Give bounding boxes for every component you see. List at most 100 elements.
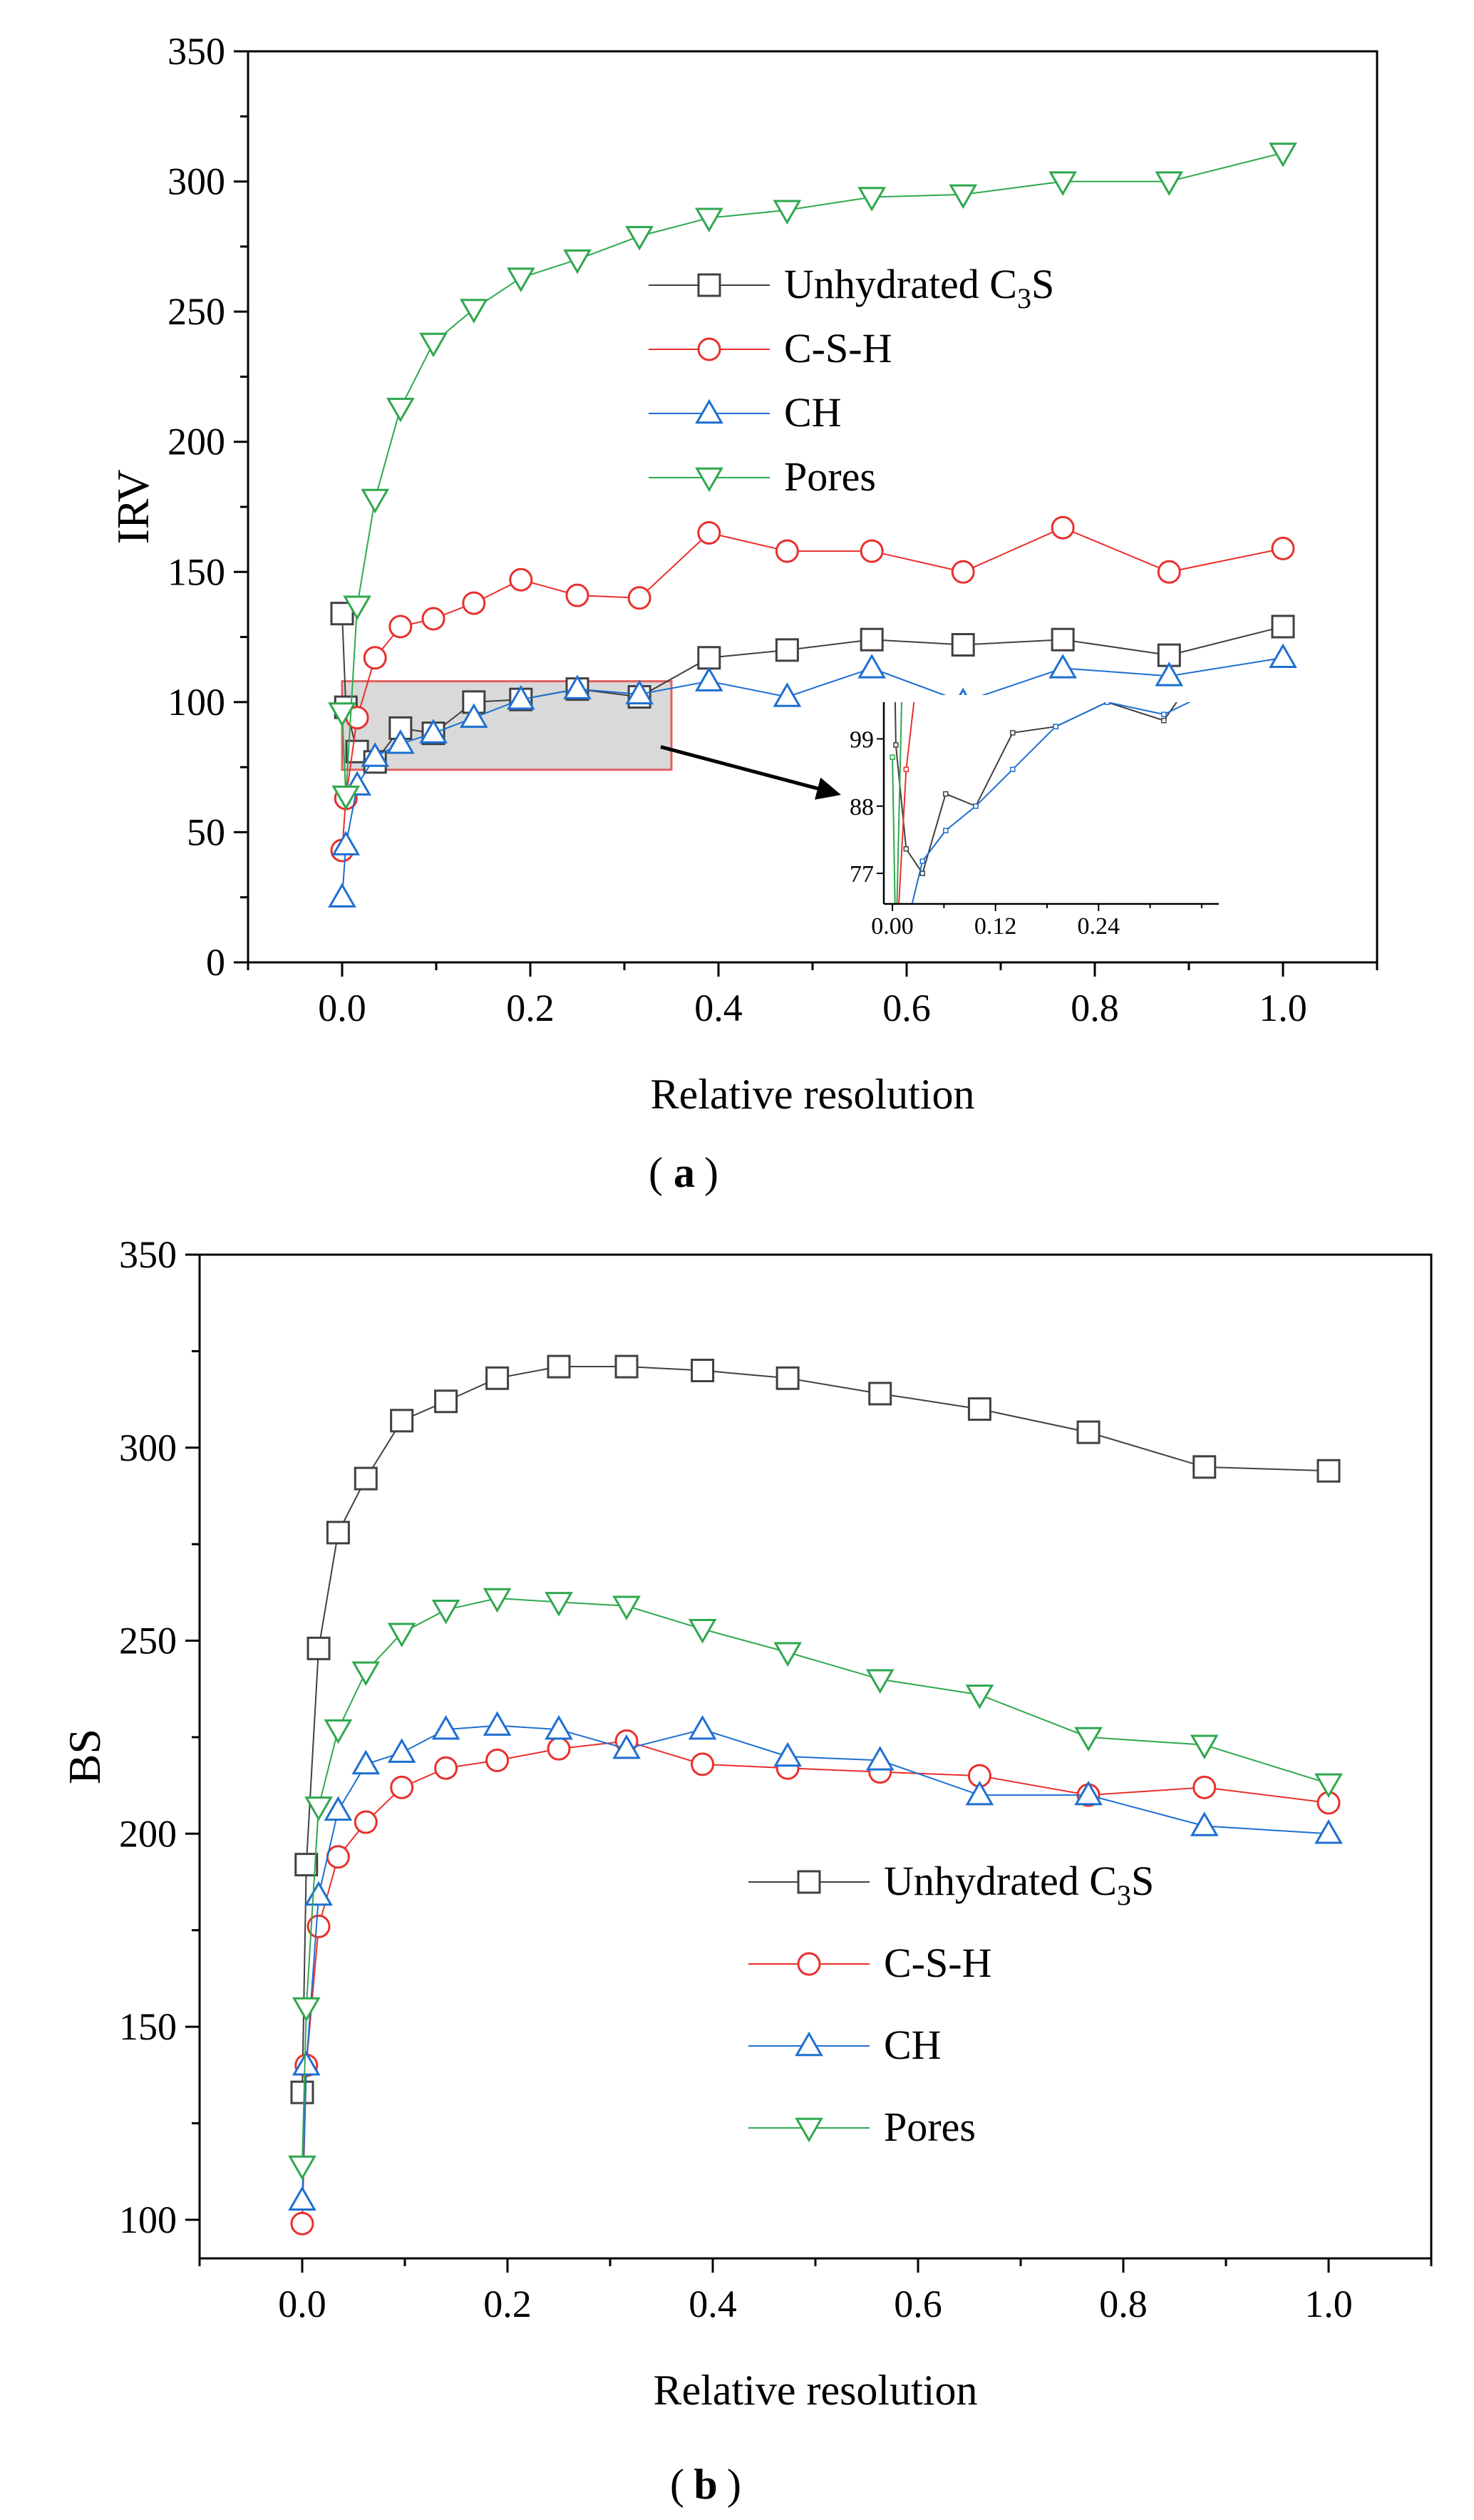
inset-data (890, 40, 1191, 1193)
panel-a-point-pores (694, 207, 723, 232)
panel-a-point-c-s-h (627, 586, 651, 610)
inset-point-unhydrated-c3s (903, 846, 909, 852)
panel-b-point-pores (688, 1619, 717, 1644)
panel-b-ytick-label: 250 (119, 1620, 177, 1662)
panel-a-point-pores (386, 397, 415, 423)
panel-a-point-ch (419, 719, 448, 744)
panel-a-point-pores (857, 187, 887, 212)
panel-b-point-unhydrated-c3s (547, 1354, 571, 1379)
panel-a-legend-subscript: 3 (1017, 282, 1031, 314)
panel-b-point-pores (288, 2155, 316, 2181)
panel-a-point-pores (563, 249, 592, 274)
panel-a-point-unhydrated-c3s (1051, 627, 1075, 652)
panel-b-point-ch (965, 1780, 994, 1806)
panel-b-legend-label: C-S-H (884, 1940, 991, 1986)
inset-point-c-s-h (894, 957, 898, 961)
inset-arrow-line (660, 745, 829, 793)
panel-b-legend-label: Unhydrated C3S (884, 1858, 1154, 1911)
panel-a-legend-item-unhydrated-c3s: Unhydrated C3S (649, 261, 1054, 314)
panel-a-xtick-label: 0.2 (506, 987, 555, 1029)
panel-b-point-ch (1190, 1811, 1219, 1836)
panel-a-point-unhydrated-c3s (1271, 614, 1295, 639)
panel-a-point-ch (506, 684, 535, 710)
panel-b-point-ch (1074, 1780, 1103, 1806)
panel-b-legend-label: Pores (884, 2104, 976, 2150)
panel-a-legend-marker (695, 467, 723, 493)
inset-point-unhydrated-c3s (1161, 717, 1167, 724)
panel-b-point-ch (865, 1746, 895, 1771)
panel-b-point-c-s-h (354, 1810, 378, 1834)
panel-b-legend-item-pores: Pores (748, 2104, 976, 2150)
panel-a-point-unhydrated-c3s (860, 627, 884, 652)
panel-b-legend-marker (795, 2117, 823, 2143)
captions: ( a ) ( b ) (649, 1149, 741, 2508)
panel-a-legend-item-ch: CH (649, 389, 842, 436)
caption-a-close: ) (704, 1149, 718, 1196)
inset-point-ch (1053, 724, 1058, 730)
panel-b-series-pores (288, 1588, 1343, 2181)
inset-point-pores (944, 40, 948, 44)
inset-point-ch (919, 858, 925, 864)
panel-b-point-c-s-h (290, 2211, 314, 2236)
panel-a-point-ch (459, 703, 488, 729)
inset-ytick-label: 99 (850, 726, 874, 753)
panel-a-ytick-label: 100 (168, 681, 225, 724)
panel-b-point-pores (431, 1599, 460, 1625)
panel-b-legend-suffix: S (1131, 1858, 1154, 1904)
inset-point-ch (890, 1189, 895, 1193)
panel-a-series-c-s-h (330, 515, 1295, 863)
panel-b-series-unhydrated-c3s (290, 1354, 1341, 2104)
panel-a-ytick-label: 50 (187, 811, 225, 853)
panel-b-point-ch (773, 1742, 802, 1767)
inset-point-pores (904, 505, 908, 509)
panel-a-legend-item-c-s-h: C-S-H (649, 325, 892, 371)
panel-a-point-ch (563, 674, 592, 699)
inset-point-c-s-h (903, 766, 909, 773)
panel-b-point-unhydrated-c3s (434, 1389, 458, 1414)
panel-a-point-c-s-h (421, 607, 445, 631)
panel-b-point-unhydrated-c3s (306, 1636, 331, 1660)
panel-a-point-c-s-h (951, 560, 975, 584)
panel-a-point-c-s-h (565, 583, 589, 607)
inset-xtick-label: 0.12 (974, 913, 1017, 940)
caption-a-open: ( (649, 1149, 663, 1196)
inset-point-ch (1104, 702, 1110, 705)
panel-a-xtick-label: 0.8 (1071, 987, 1119, 1029)
panel-a-ytick-label: 200 (168, 421, 225, 463)
panel-a-point-pores (1269, 143, 1297, 168)
inset-point-c-s-h (1011, 498, 1015, 503)
panel-b-point-unhydrated-c3s (290, 2080, 314, 2104)
panel-a-legend-marker (697, 273, 721, 297)
panel-a-xtick-label: 0.4 (694, 987, 743, 1029)
panel-a-ytick-label: 350 (168, 30, 225, 73)
inset-point-unhydrated-c3s (1010, 730, 1016, 736)
panel-b-point-pores (773, 1642, 802, 1667)
panel-b-point-unhydrated-c3s (1316, 1459, 1341, 1483)
panel-b-series-ch (288, 1711, 1343, 2211)
panel-a-legend-item-pores: Pores (649, 453, 876, 500)
inset-ytick-label: 77 (850, 861, 874, 888)
panel-a-point-c-s-h (388, 614, 413, 639)
panel-a-point-ch (1048, 654, 1077, 679)
panel-b-legend-subscript: 3 (1117, 1879, 1131, 1911)
panel-b-point-c-s-h (485, 1748, 510, 1772)
panel-b-xtick-label: 0.2 (483, 2283, 532, 2325)
panel-b-legend-marker (795, 2031, 823, 2057)
panel-b-point-unhydrated-c3s (868, 1382, 892, 1406)
panel-b-xtick-label: 0.0 (278, 2283, 326, 2325)
panel-b-legend-item-unhydrated-c3s: Unhydrated C3S (748, 1858, 1154, 1911)
panel-b-ytick-label: 200 (119, 1812, 177, 1855)
inset-xtick-label: 0.00 (871, 913, 914, 940)
inset-point-unhydrated-c3s (893, 742, 899, 748)
panel-a-point-ch (773, 682, 802, 707)
panel-a-point-pores (361, 488, 390, 514)
inset-point-unhydrated-c3s (943, 791, 949, 797)
panel-a-point-unhydrated-c3s (775, 638, 799, 662)
panel-b-ytick-label: 150 (119, 2005, 177, 2048)
panel-b-point-ch (324, 1796, 353, 1821)
panel-a-point-ch (328, 883, 356, 907)
panel-b-point-unhydrated-c3s (354, 1466, 378, 1491)
inset-point-unhydrated-c3s (919, 870, 925, 876)
